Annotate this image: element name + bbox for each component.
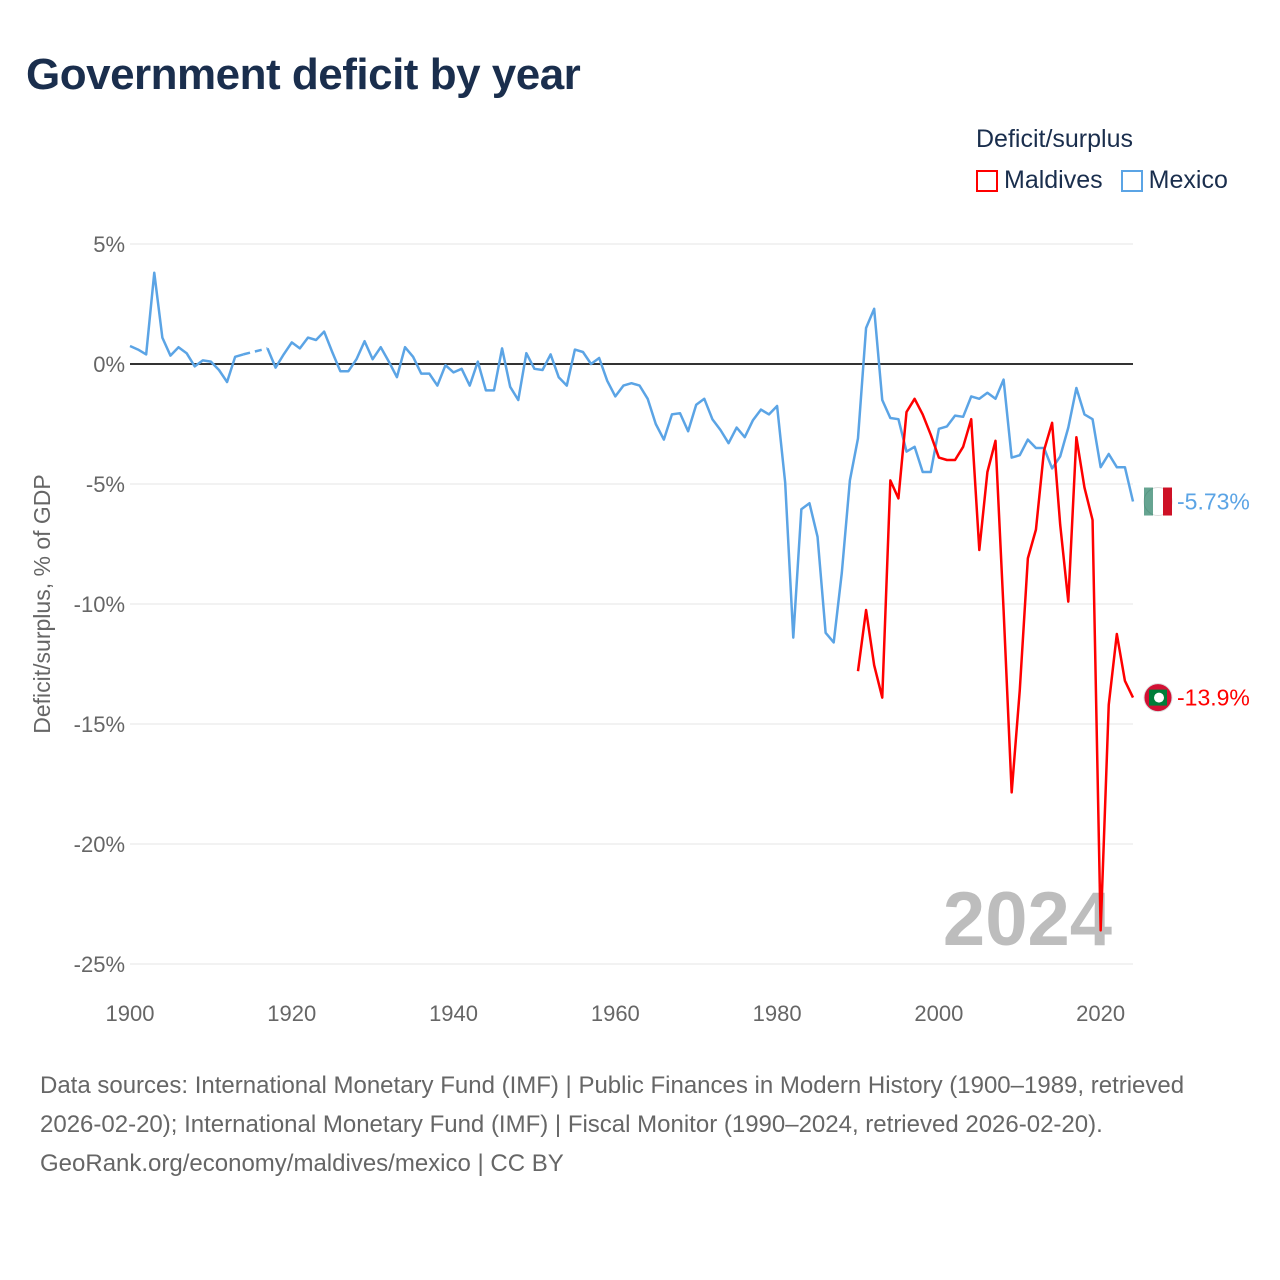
y-tick-label: 0% xyxy=(93,352,125,377)
x-tick-label: 1940 xyxy=(429,1001,478,1026)
mexico-end-label: -5.73% xyxy=(1177,489,1250,515)
y-tick-label: -10% xyxy=(74,592,125,617)
legend: Maldives Mexico xyxy=(976,166,1228,195)
page-title: Government deficit by year xyxy=(26,50,581,99)
x-tick-label: 2000 xyxy=(914,1001,963,1026)
y-tick-label: -5% xyxy=(86,472,125,497)
year-watermark: 2024 xyxy=(943,877,1112,962)
maldives-flag-crescent xyxy=(1154,692,1164,703)
series-line-mexico xyxy=(266,307,1135,644)
legend-label: Maldives xyxy=(1004,166,1103,194)
legend-item-maldives[interactable]: Maldives xyxy=(976,166,1103,195)
data-sources: Data sources: International Monetary Fun… xyxy=(40,1072,1185,1138)
mexico-flag-green xyxy=(1144,487,1153,516)
footer: Data sources: International Monetary Fun… xyxy=(40,1066,1240,1183)
legend-swatch-maldives xyxy=(976,169,998,192)
legend-item-mexico[interactable]: Mexico xyxy=(1120,166,1228,195)
y-tick-label: 5% xyxy=(93,232,125,257)
maldives-end-label: -13.9% xyxy=(1177,685,1250,711)
series-line-maldives xyxy=(856,397,1135,932)
x-tick-label: 2020 xyxy=(1076,1001,1125,1026)
y-axis-label: Deficit/surplus, % of GDP xyxy=(29,474,55,733)
x-tick-label: 1960 xyxy=(591,1001,640,1026)
x-tick-label: 1920 xyxy=(267,1001,316,1026)
source-link[interactable]: GeoRank.org/economy/maldives/mexico | CC… xyxy=(40,1150,564,1177)
mexico-flag-red xyxy=(1163,487,1172,516)
series-line-mexico xyxy=(129,271,244,384)
legend-title: Deficit/surplus xyxy=(976,125,1133,153)
y-tick-label: -25% xyxy=(74,952,125,977)
x-tick-label: 1980 xyxy=(753,1001,802,1026)
y-tick-label: -15% xyxy=(74,712,125,737)
legend-swatch-mexico xyxy=(1120,169,1143,192)
y-tick-label: -20% xyxy=(74,832,125,857)
legend-label: Mexico xyxy=(1148,166,1228,194)
series-gap-mexico xyxy=(242,347,268,356)
x-tick-label: 1900 xyxy=(106,1001,155,1026)
